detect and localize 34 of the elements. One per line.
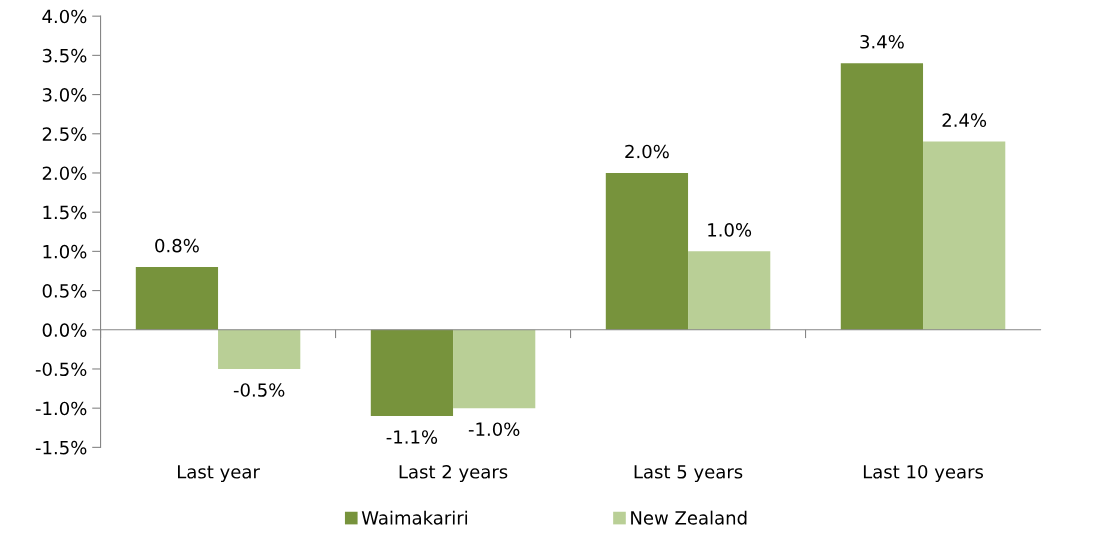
y-tick-label: 3.5% — [42, 48, 87, 63]
data-label: 2.4% — [942, 113, 987, 127]
y-tick-label: 3.0% — [42, 88, 87, 102]
data-label: -1.1% — [386, 430, 438, 444]
y-tick-label: -0.5% — [35, 362, 87, 377]
y-tick-label: 4.0% — [42, 9, 87, 24]
y-tick-label: -1.0% — [35, 401, 87, 416]
bar — [218, 329, 301, 369]
y-tick-label: 0.5% — [42, 284, 87, 298]
legend-label: Waimakariri — [361, 510, 468, 525]
data-label: -1.0% — [468, 422, 520, 437]
x-tick-label: Last year — [178, 465, 260, 483]
data-label: 2.0% — [625, 144, 669, 159]
y-tick-label: -1.5% — [35, 440, 87, 455]
data-label: -0.5% — [233, 383, 285, 397]
legend-label: New Zealand — [631, 510, 747, 525]
bar — [923, 141, 1006, 330]
y-tick-label: 0.0% — [42, 323, 87, 337]
x-tick-label: Last 2 years — [399, 464, 508, 483]
y-tick-label: 2.0% — [42, 166, 87, 181]
bar — [135, 267, 219, 330]
bar — [840, 63, 924, 330]
data-label: 0.8% — [155, 238, 199, 253]
bar — [605, 172, 689, 330]
x-tick-label: Last 10 years — [863, 464, 984, 483]
bar — [370, 329, 454, 417]
y-tick-label: 1.5% — [43, 205, 87, 220]
y-tick-label: 1.0% — [43, 244, 87, 259]
bar — [688, 251, 771, 330]
bar — [453, 329, 536, 409]
data-label: 3.4% — [860, 34, 904, 49]
x-tick-label: Last 5 years — [634, 465, 743, 483]
y-tick-label: 2.5% — [42, 127, 87, 141]
data-label: 1.0% — [708, 223, 752, 237]
